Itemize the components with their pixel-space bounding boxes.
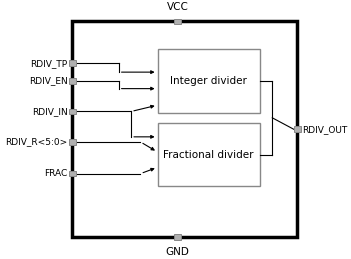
Text: Integer divider: Integer divider xyxy=(170,76,247,86)
Text: GND: GND xyxy=(166,247,190,257)
Text: RDIV_R<5:0>: RDIV_R<5:0> xyxy=(5,138,68,146)
Bar xyxy=(158,123,260,186)
Bar xyxy=(69,171,76,176)
Bar xyxy=(69,78,76,84)
Text: RDIV_OUT: RDIV_OUT xyxy=(302,125,347,134)
Bar xyxy=(174,19,181,24)
Text: FRAC: FRAC xyxy=(44,169,68,178)
Text: RDIV_TP: RDIV_TP xyxy=(31,59,68,68)
Bar xyxy=(69,109,76,114)
Bar xyxy=(72,21,297,237)
Text: RDIV_EN: RDIV_EN xyxy=(29,76,68,85)
Text: VCC: VCC xyxy=(167,2,188,12)
Bar xyxy=(69,60,76,66)
Bar xyxy=(69,139,76,145)
Bar xyxy=(158,49,260,113)
Text: Fractional divider: Fractional divider xyxy=(164,150,254,160)
Bar xyxy=(174,234,181,240)
Text: RDIV_IN: RDIV_IN xyxy=(32,107,68,116)
Bar xyxy=(294,126,300,132)
